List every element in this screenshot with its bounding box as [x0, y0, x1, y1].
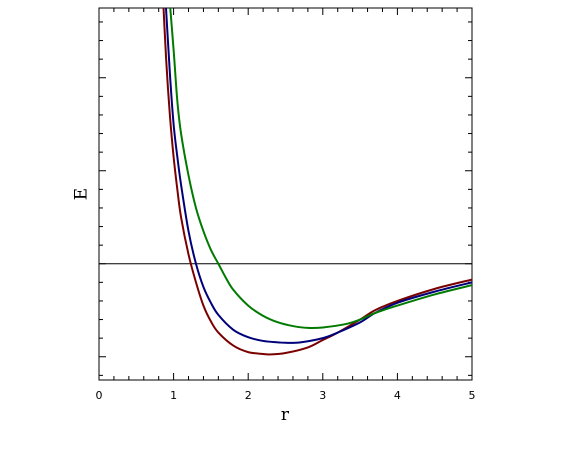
x-tick-label: 0	[96, 389, 103, 402]
x-tick-label: 5	[469, 389, 476, 402]
x-axis-ticks-bottom	[98, 373, 473, 380]
y-axis-title: E	[72, 188, 92, 200]
x-tick-label: 1	[170, 389, 177, 402]
x-tick-label: 3	[319, 389, 326, 402]
series-line-3	[169, 8, 472, 330]
x-tick-label: 2	[245, 389, 252, 402]
x-axis-tick-labels: 0 1 2 3 4 5	[96, 389, 476, 402]
x-axis-title: r	[281, 405, 290, 425]
x-tick-label: 4	[394, 389, 401, 402]
plot-frame	[98, 7, 473, 381]
plot-area	[99, 8, 472, 356]
x-axis-ticks-top	[98, 8, 473, 15]
series-line-2	[164, 8, 472, 344]
